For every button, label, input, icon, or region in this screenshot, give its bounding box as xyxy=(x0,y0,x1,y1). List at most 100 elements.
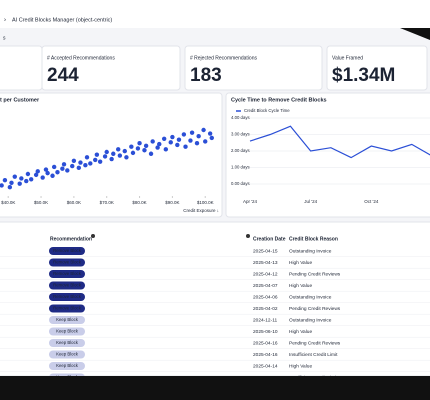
point xyxy=(168,140,173,145)
point xyxy=(150,139,155,144)
status-pill[interactable] xyxy=(49,281,85,290)
point xyxy=(176,137,182,142)
point xyxy=(135,146,141,151)
status-pill[interactable] xyxy=(49,362,85,370)
point xyxy=(12,174,17,179)
x-tick-label: $60.0K xyxy=(67,200,81,205)
status-pill[interactable] xyxy=(49,293,85,301)
point xyxy=(65,168,70,173)
cell: Pending Credit Reviews xyxy=(289,340,341,346)
status-pill[interactable] xyxy=(49,316,85,324)
point xyxy=(40,175,45,180)
point xyxy=(45,170,50,176)
point xyxy=(143,143,149,149)
point xyxy=(19,176,24,181)
point xyxy=(88,161,93,166)
point xyxy=(70,163,75,169)
point xyxy=(163,147,169,152)
chart-title: Cycle Time to Remove Credit Blocks xyxy=(231,97,327,103)
kpi-label: # Rejected Recommendations xyxy=(190,55,257,61)
point xyxy=(93,157,98,163)
status-text: Keep Block xyxy=(56,317,79,322)
kpi-card xyxy=(326,45,428,91)
status-pill[interactable] xyxy=(49,270,85,278)
column-header: Recommendation xyxy=(50,236,92,242)
point xyxy=(124,155,129,160)
y-tick-label: 4.00 days xyxy=(231,115,250,120)
point xyxy=(83,163,88,168)
point xyxy=(50,173,55,178)
line-panel xyxy=(225,92,430,218)
cell: 2025-04-02 xyxy=(253,306,278,312)
point xyxy=(155,145,160,150)
y-tick-label: 2.00 days xyxy=(231,148,250,153)
top-bar xyxy=(0,0,430,28)
point xyxy=(51,164,57,170)
legend-label: Credit Block Cycle Time xyxy=(244,108,290,113)
point xyxy=(33,172,39,178)
cell: Pending Credit Reviews xyxy=(289,306,341,312)
status-text: Remove Block xyxy=(53,294,82,299)
point xyxy=(209,135,214,141)
status-pill[interactable] xyxy=(49,350,85,359)
point xyxy=(111,151,116,156)
point xyxy=(196,133,201,139)
point xyxy=(183,144,188,149)
cell: High Value xyxy=(289,283,312,289)
kpi-card xyxy=(41,45,181,91)
kpi-label: Value Framed xyxy=(332,55,363,61)
point xyxy=(181,132,187,137)
point xyxy=(0,183,4,188)
status-pill[interactable] xyxy=(49,327,85,336)
point xyxy=(203,139,208,144)
nav-arrow[interactable]: › xyxy=(4,18,6,24)
point xyxy=(161,136,167,141)
info-icon xyxy=(246,234,250,238)
cell: 2024-12-11 xyxy=(253,317,278,323)
point xyxy=(94,152,100,157)
point xyxy=(157,141,162,147)
status-pill[interactable] xyxy=(49,339,85,347)
breadcrumb[interactable]: AI Credit Blocks Manager (object-centric… xyxy=(12,17,112,23)
point xyxy=(43,167,49,172)
column-header: Credit Block Reason xyxy=(289,236,338,242)
status-text: Remove Block xyxy=(53,271,82,276)
cell: 2025-04-16 xyxy=(253,340,278,346)
point xyxy=(7,185,13,190)
y-tick-label: 1.00 days xyxy=(231,165,250,170)
status-text: Keep Block xyxy=(56,329,79,334)
point xyxy=(76,165,82,171)
cell: 2025-06-10 xyxy=(253,329,278,335)
status-text: Keep Block xyxy=(56,363,79,368)
status-pill[interactable] xyxy=(49,247,85,255)
x-axis-label[interactable]: Credit Exposure ↓ xyxy=(183,208,219,213)
cell: Pending Credit Reviews xyxy=(289,271,341,277)
kpi-label: # Accepted Recommendations xyxy=(47,55,115,61)
point xyxy=(207,131,213,136)
x-tick-label: $70.0K xyxy=(100,200,114,205)
chart-title: t per Customer xyxy=(0,97,40,103)
point xyxy=(189,130,195,135)
x-tick-label: $90.0K xyxy=(165,200,179,205)
point xyxy=(78,160,83,165)
side-label: s xyxy=(3,35,6,41)
kpi-value: 183 xyxy=(190,65,222,86)
point xyxy=(2,177,8,183)
point xyxy=(35,169,40,174)
point xyxy=(17,181,22,186)
point xyxy=(148,151,154,156)
point xyxy=(84,155,90,160)
kpi-card xyxy=(184,45,323,91)
cell: 2025-04-15 xyxy=(253,248,278,254)
point xyxy=(201,127,206,133)
point xyxy=(60,166,65,171)
status-pill[interactable] xyxy=(49,304,85,313)
cell: 2025-04-07 xyxy=(253,283,278,289)
x-tick-label: $40.0K xyxy=(1,200,15,205)
frame-bottom xyxy=(0,376,430,400)
status-pill[interactable] xyxy=(49,258,85,267)
point xyxy=(129,144,134,149)
kpi-value: 244 xyxy=(47,65,79,86)
